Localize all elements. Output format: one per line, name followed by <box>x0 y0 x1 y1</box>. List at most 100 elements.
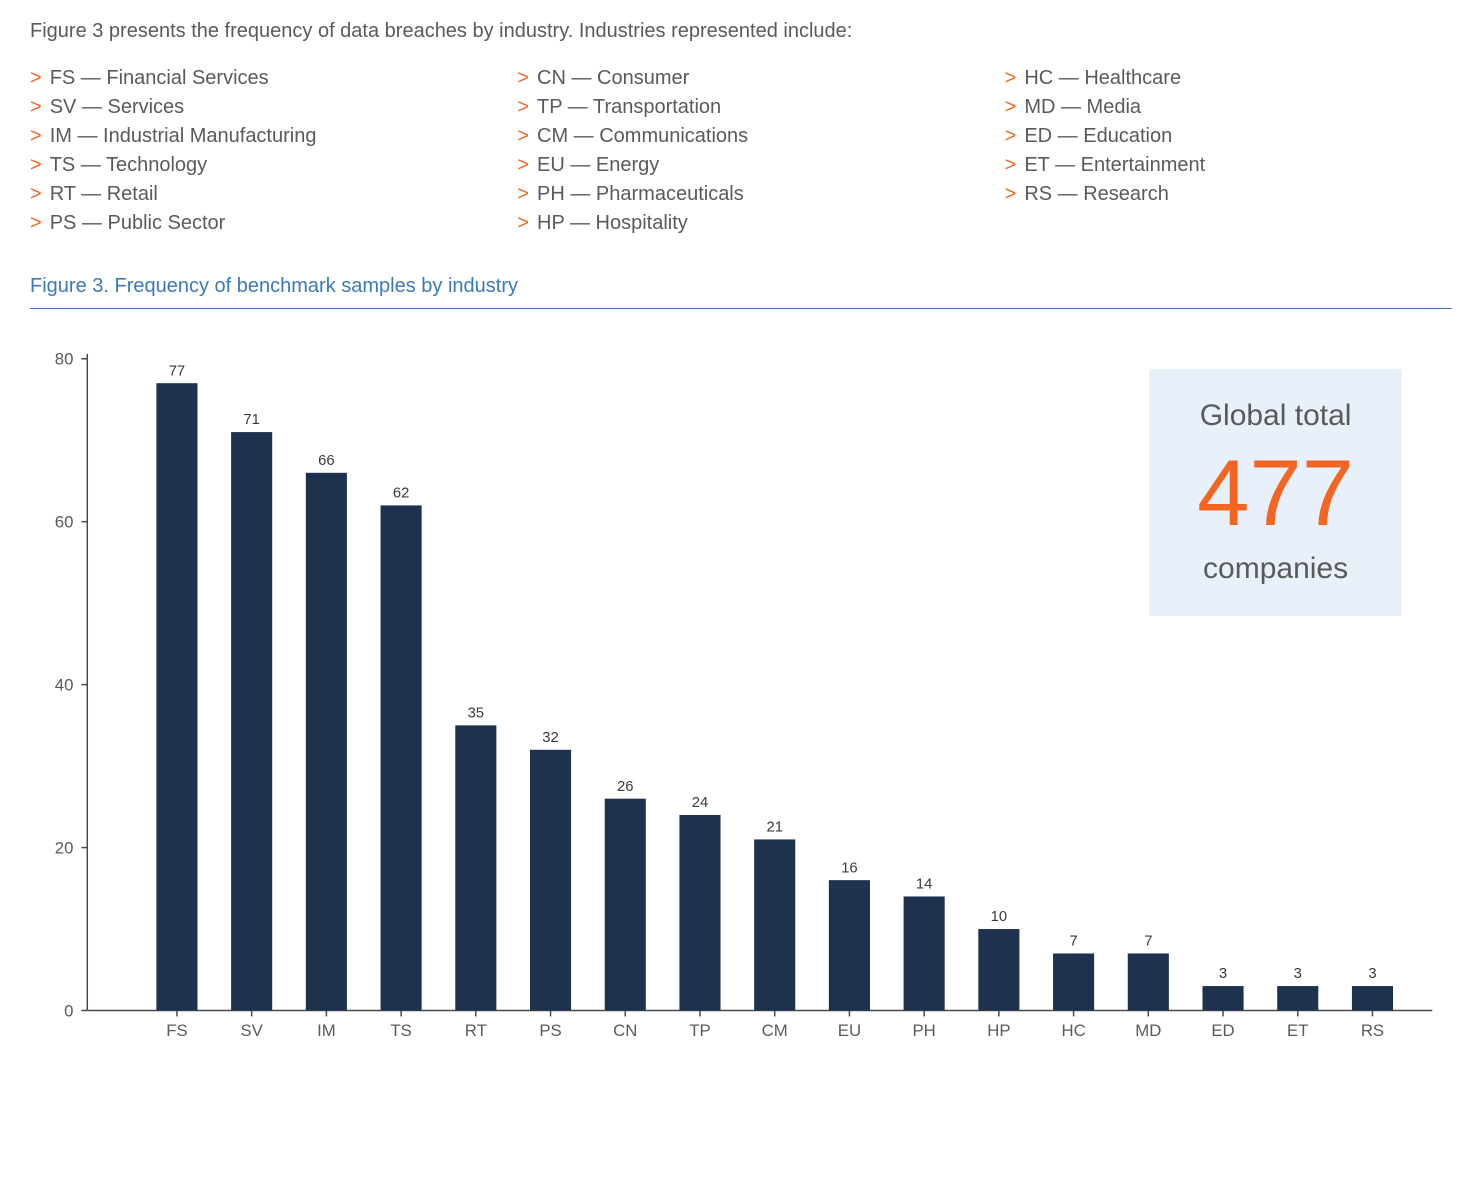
category-label: TP <box>689 1021 710 1040</box>
legend-marker-icon: > <box>30 212 42 235</box>
callout-label: Global total <box>1197 399 1354 433</box>
bar <box>978 929 1019 1010</box>
category-label: HC <box>1061 1021 1085 1040</box>
legend-text: HP — Hospitality <box>537 212 688 235</box>
legend-item: >CN — Consumer <box>517 67 964 90</box>
category-label: TS <box>390 1021 411 1040</box>
category-label: RT <box>465 1021 487 1040</box>
legend-marker-icon: > <box>30 125 42 148</box>
bar-value-label: 21 <box>766 820 782 836</box>
legend-marker-icon: > <box>1005 154 1017 177</box>
legend-marker-icon: > <box>1005 183 1017 206</box>
bar <box>829 880 870 1010</box>
category-label: CM <box>762 1021 788 1040</box>
svg-text:60: 60 <box>55 513 74 532</box>
legend-text: EU — Energy <box>537 154 659 177</box>
legend-text: TP — Transportation <box>537 96 721 119</box>
bar-value-label: 10 <box>991 909 1007 925</box>
bar <box>381 505 422 1010</box>
legend-text: IM — Industrial Manufacturing <box>50 125 317 148</box>
category-label: EU <box>838 1021 861 1040</box>
bar-value-label: 32 <box>542 730 558 746</box>
svg-text:0: 0 <box>64 1001 73 1020</box>
bar <box>605 799 646 1011</box>
legend-marker-icon: > <box>1005 67 1017 90</box>
category-label: FS <box>166 1021 187 1040</box>
legend-marker-icon: > <box>517 96 529 119</box>
legend-marker-icon: > <box>30 154 42 177</box>
category-label: MD <box>1135 1021 1161 1040</box>
bar <box>754 839 795 1010</box>
bar-value-label: 7 <box>1144 934 1152 950</box>
category-label: ED <box>1211 1021 1234 1040</box>
legend-marker-icon: > <box>1005 96 1017 119</box>
bar-value-label: 35 <box>468 705 484 721</box>
bar-value-label: 14 <box>916 877 932 893</box>
legend-text: CM — Communications <box>537 125 748 148</box>
svg-text:40: 40 <box>55 676 74 695</box>
legend-marker-icon: > <box>30 183 42 206</box>
legend-item: > ED — Education <box>1005 125 1452 148</box>
category-label: CN <box>613 1021 637 1040</box>
bar <box>306 473 347 1011</box>
callout-box: Global total 477 companies <box>1149 369 1402 616</box>
bar <box>679 815 720 1011</box>
legend-item: >SV — Services <box>30 96 477 119</box>
legend-text: MD — Media <box>1024 96 1141 119</box>
legend-marker-icon: > <box>517 154 529 177</box>
bar-value-label: 24 <box>692 795 708 811</box>
legend-text: HC — Healthcare <box>1024 67 1181 90</box>
legend-marker-icon: > <box>517 125 529 148</box>
callout-number: 477 <box>1197 441 1354 544</box>
bar <box>455 725 496 1010</box>
legend-item: > PS — Public Sector <box>30 212 477 235</box>
bar-value-label: 66 <box>318 453 334 469</box>
bar <box>1352 986 1393 1010</box>
legend-item: > EU — Energy <box>517 154 964 177</box>
legend-item: >ET — Entertainment <box>1005 154 1452 177</box>
bar <box>530 750 571 1011</box>
bar <box>1277 986 1318 1010</box>
legend-text: CN — Consumer <box>537 67 689 90</box>
bar-value-label: 7 <box>1069 934 1077 950</box>
legend-item: > FS — Financial Services <box>30 67 477 90</box>
legend-item: > RS — Research <box>1005 183 1452 206</box>
legend-marker-icon: > <box>30 67 42 90</box>
bar <box>1202 986 1243 1010</box>
legend-item: > CM — Communications <box>517 125 964 148</box>
legend-item: > MD — Media <box>1005 96 1452 119</box>
category-label: IM <box>317 1021 336 1040</box>
bar-value-label: 71 <box>243 412 259 428</box>
bar-value-label: 3 <box>1368 966 1376 982</box>
callout-sub: companies <box>1197 552 1354 586</box>
legend-marker-icon: > <box>517 212 529 235</box>
legend-text: PS — Public Sector <box>50 212 226 235</box>
bar <box>1053 953 1094 1010</box>
bar <box>904 896 945 1010</box>
bar-value-label: 16 <box>841 860 857 876</box>
category-label: PH <box>912 1021 935 1040</box>
category-label: HP <box>987 1021 1010 1040</box>
category-label: RS <box>1361 1021 1384 1040</box>
legend-marker-icon: > <box>517 183 529 206</box>
bar-value-label: 3 <box>1294 966 1302 982</box>
category-label: ET <box>1287 1021 1308 1040</box>
legend-text: FS — Financial Services <box>50 67 269 90</box>
bar-value-label: 77 <box>169 363 185 379</box>
bar <box>156 383 197 1010</box>
category-label: SV <box>240 1021 263 1040</box>
legend-text: ED — Education <box>1024 125 1172 148</box>
category-label: PS <box>539 1021 561 1040</box>
bar-value-label: 26 <box>617 779 633 795</box>
bar <box>1128 953 1169 1010</box>
legend-item: > IM — Industrial Manufacturing <box>30 125 477 148</box>
svg-text:20: 20 <box>55 838 74 857</box>
intro-text: Figure 3 presents the frequency of data … <box>30 20 1452 43</box>
legend-text: PH — Pharmaceuticals <box>537 183 744 206</box>
legend-marker-icon: > <box>30 96 42 119</box>
legend-item: >TS — Technology <box>30 154 477 177</box>
legend-text: RT — Retail <box>50 183 158 206</box>
legend-marker-icon: > <box>1005 125 1017 148</box>
legend-text: RS — Research <box>1024 183 1169 206</box>
bar-value-label: 3 <box>1219 966 1227 982</box>
